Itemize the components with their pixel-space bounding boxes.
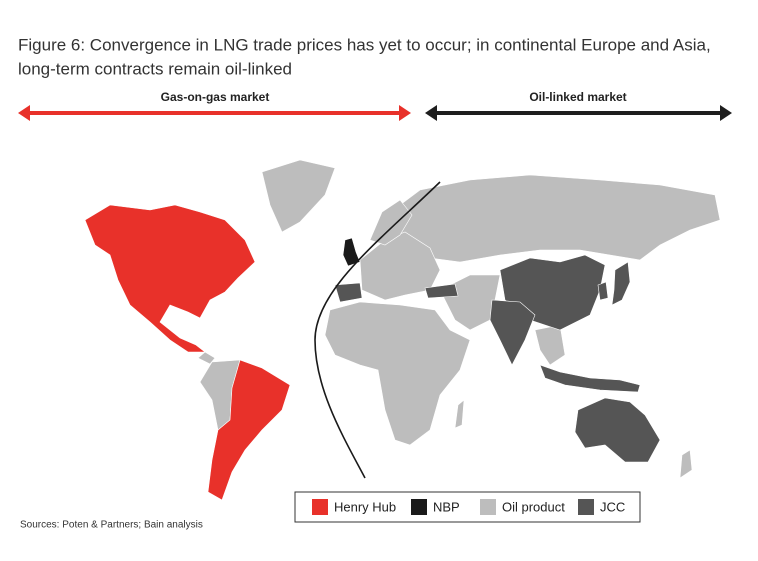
divider-line: [314, 181, 441, 479]
region: [454, 399, 465, 429]
legend-label: NBP: [433, 499, 460, 514]
legend-label: JCC: [600, 499, 625, 514]
legend-label: Oil product: [502, 499, 565, 514]
region: [539, 364, 641, 393]
source: Sources: Poten & Partners; Bain analysis: [20, 520, 203, 531]
arrow-head: [18, 105, 30, 121]
region: [379, 174, 721, 263]
legend-swatch: [312, 499, 328, 515]
region: [611, 261, 631, 306]
region: [207, 359, 291, 501]
arrow-head: [399, 105, 411, 121]
legend: Henry Hub NBP Oil product JCC: [312, 499, 625, 515]
market-label: Gas-on-gas market: [161, 90, 270, 104]
region: [679, 449, 693, 479]
market-arrow: [425, 105, 732, 121]
region: [197, 351, 216, 365]
region: [489, 299, 536, 366]
region: [597, 281, 609, 301]
region: [324, 301, 471, 446]
region: [424, 283, 459, 299]
region: [342, 237, 361, 267]
region: [334, 282, 363, 303]
region: [369, 199, 413, 246]
legend-swatch: [480, 499, 496, 515]
region: [534, 324, 566, 366]
world-map: [84, 159, 721, 501]
title-line: Figure 6: Convergence in LNG trade price…: [18, 35, 711, 54]
legend-swatch: [578, 499, 594, 515]
legend-swatch: [411, 499, 427, 515]
region: [84, 204, 256, 353]
region: [261, 159, 336, 233]
title-line: long-term contracts remain oil-linked: [18, 59, 292, 78]
legend-label: Henry Hub: [334, 499, 396, 514]
region: [574, 397, 661, 463]
arrow-head: [720, 105, 732, 121]
market-arrow: [18, 105, 411, 121]
arrow-head: [425, 105, 437, 121]
market-label: Oil-linked market: [529, 90, 626, 104]
